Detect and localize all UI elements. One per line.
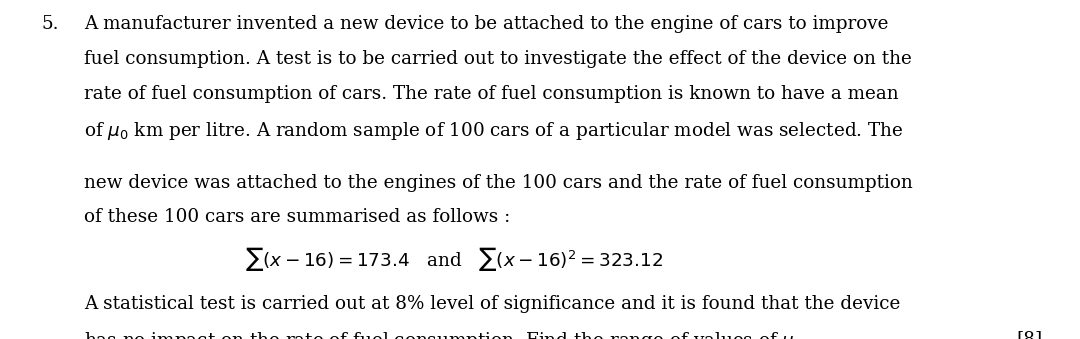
Text: has no impact on the rate of fuel consumption. Find the range of values of $\mu_: has no impact on the rate of fuel consum… [84,330,804,339]
Text: new device was attached to the engines of the 100 cars and the rate of fuel cons: new device was attached to the engines o… [84,174,913,192]
Text: $\sum(x-16) = 173.4$   and   $\sum(x-16)^2 = 323.12$: $\sum(x-16) = 173.4$ and $\sum(x-16)^2 =… [245,245,662,273]
Text: of these 100 cars are summarised as follows :: of these 100 cars are summarised as foll… [84,208,511,226]
Text: A statistical test is carried out at 8% level of significance and it is found th: A statistical test is carried out at 8% … [84,295,901,313]
Text: 5.: 5. [41,15,58,33]
Text: rate of fuel consumption of cars. The rate of fuel consumption is known to have : rate of fuel consumption of cars. The ra… [84,85,899,103]
Text: A manufacturer invented a new device to be attached to the engine of cars to imp: A manufacturer invented a new device to … [84,15,889,33]
Text: of $\mu_0$ km per litre. A random sample of 100 cars of a particular model was s: of $\mu_0$ km per litre. A random sample… [84,120,904,142]
Text: fuel consumption. A test is to be carried out to investigate the effect of the d: fuel consumption. A test is to be carrie… [84,50,913,68]
Text: [8]: [8] [1016,330,1042,339]
